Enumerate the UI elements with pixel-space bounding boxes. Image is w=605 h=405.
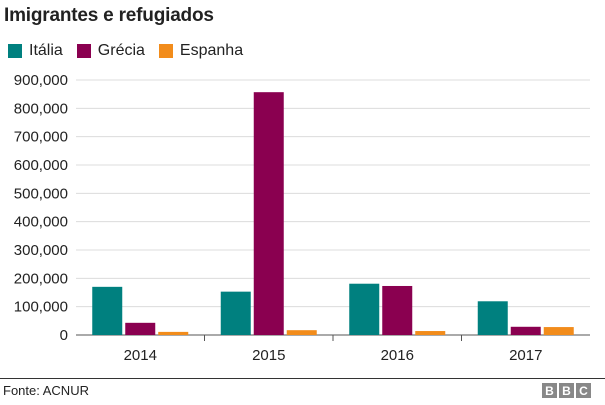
legend-label-espanha: Espanha — [179, 42, 244, 59]
y-tick-label: 400,000 — [14, 214, 68, 231]
bar-italia-2017 — [477, 301, 508, 335]
x-tick-label: 2017 — [509, 347, 542, 364]
chart-title: Imigrantes e refugiados — [4, 5, 214, 26]
y-tick-label: 700,000 — [14, 129, 68, 146]
bar-grecia-2015 — [253, 92, 284, 335]
y-tick-label: 100,000 — [14, 299, 68, 316]
bar-espanha-2016 — [415, 331, 446, 335]
y-tick-label: 900,000 — [14, 72, 68, 89]
bar-italia-2015 — [220, 291, 251, 335]
bbc-logo-letter: B — [559, 383, 574, 398]
bar-espanha-2015 — [286, 330, 317, 335]
y-tick-label: 800,000 — [14, 100, 68, 117]
bar-grecia-2016 — [382, 285, 413, 335]
bbc-logo-letter: C — [576, 383, 591, 398]
legend-label-grecia: Grécia — [97, 42, 145, 59]
bbc-logo-letter: B — [542, 383, 557, 398]
y-tick-label: 600,000 — [14, 157, 68, 174]
bbc-logo: B B C — [540, 383, 591, 398]
y-tick-label: 0 — [60, 327, 68, 344]
legend-swatch-italia — [8, 44, 22, 58]
legend-label-italia: Itália — [29, 42, 63, 59]
source-credit: Fonte: ACNUR — [3, 383, 89, 398]
x-tick-label: 2016 — [381, 347, 414, 364]
y-tick-label: 500,000 — [14, 185, 68, 202]
y-tick-label: 300,000 — [14, 242, 68, 259]
bar-italia-2014 — [92, 286, 123, 335]
x-tick-label: 2014 — [124, 347, 157, 364]
bar-italia-2016 — [349, 283, 380, 335]
legend: Itália Grécia Espanha — [8, 42, 257, 60]
bar-grecia-2017 — [510, 326, 541, 335]
bar-grecia-2014 — [125, 322, 156, 335]
bar-espanha-2014 — [158, 331, 189, 335]
footer-divider — [0, 378, 605, 379]
legend-swatch-espanha — [158, 44, 173, 58]
bar-espanha-2017 — [543, 327, 574, 335]
legend-swatch-grecia — [76, 44, 91, 58]
legend-item-espanha: Espanha — [158, 42, 244, 60]
x-tick-label: 2015 — [252, 347, 285, 364]
bar-chart-plot: 0 100,000 200,000 300,000 400,000 500,000 600,… — [14, 72, 590, 364]
legend-item-grecia: Grécia — [76, 42, 145, 60]
y-tick-label: 200,000 — [14, 270, 68, 287]
legend-item-italia: Itália — [8, 42, 63, 60]
